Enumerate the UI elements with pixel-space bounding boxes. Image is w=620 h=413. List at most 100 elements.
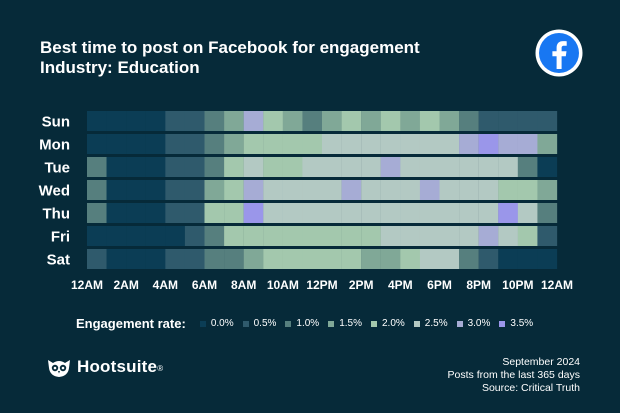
heatmap-cell: [145, 203, 166, 223]
heatmap-cell: [341, 157, 362, 177]
heatmap-cell: [302, 157, 323, 177]
hootsuite-brand: Hootsuite ®: [46, 356, 163, 378]
legend-label: 2.0%: [382, 318, 405, 329]
heatmap-cell: [126, 180, 146, 200]
heatmap-cell: [184, 203, 205, 223]
heatmap-cell: [400, 249, 421, 269]
heatmap-cell: [145, 134, 166, 154]
heatmap-cell: [380, 157, 401, 177]
heatmap-cell: [419, 249, 440, 269]
heatmap-cell: [517, 226, 538, 246]
legend-swatch: [199, 320, 206, 327]
heatmap-cell: [341, 180, 362, 200]
heatmap-cell: [459, 226, 479, 246]
heatmap-cell: [263, 203, 283, 223]
heatmap-cell: [224, 226, 244, 246]
heatmap-cell: [87, 226, 107, 246]
y-tick-label: Thu: [43, 206, 71, 223]
heatmap-cell: [517, 203, 538, 223]
legend-item: 3.0%: [456, 318, 491, 329]
heatmap-cell: [459, 111, 479, 131]
heatmap-cell: [361, 180, 381, 200]
heatmap-cell: [243, 249, 264, 269]
heatmap-cell: [322, 111, 342, 131]
heatmap-cell: [341, 203, 362, 223]
heatmap-cell: [439, 180, 460, 200]
heatmap-cell: [478, 157, 499, 177]
heatmap-cell: [361, 226, 381, 246]
legend-label: 3.0%: [467, 318, 491, 329]
heatmap-cell: [302, 226, 323, 246]
heatmap-cell: [537, 249, 558, 269]
heatmap-cell: [302, 134, 323, 154]
legend-swatch: [499, 320, 506, 327]
heatmap-cell: [87, 180, 107, 200]
legend-swatch: [413, 320, 420, 327]
heatmap-cell: [106, 226, 127, 246]
heatmap-cell: [341, 249, 362, 269]
heatmap-cell: [419, 203, 440, 223]
legend-item: 2.0%: [371, 318, 405, 329]
heatmap-cell: [145, 157, 166, 177]
heatmap-cell: [282, 203, 303, 223]
heatmap-cell: [517, 157, 538, 177]
heatmap-cell: [263, 226, 283, 246]
heatmap-cell: [498, 111, 518, 131]
heatmap-cell: [204, 111, 225, 131]
heatmap-cell: [459, 157, 479, 177]
legend-item: 0.0%: [199, 318, 234, 329]
legend-swatch: [242, 320, 249, 327]
x-tick-label: 6PM: [427, 278, 452, 292]
x-tick-label: 10PM: [502, 278, 533, 292]
heatmap-cell: [478, 203, 499, 223]
heatmap-cell: [87, 134, 107, 154]
heatmap-cell: [322, 226, 342, 246]
heatmap-cell: [380, 180, 401, 200]
heatmap-cell: [498, 203, 518, 223]
chart-subtitle: Industry: Education: [40, 58, 200, 77]
heatmap-cell: [478, 111, 499, 131]
x-axis-labels: 12AM 2AM 4AM 6AM 8AM 10AM 12PM 2PM 4PM 6PM 8PM 10PM…: [71, 278, 573, 292]
x-tick-label: 6AM: [192, 278, 217, 292]
source-credit: Source: Critical Truth: [481, 382, 580, 394]
legend-item: 2.5%: [413, 318, 448, 329]
chart-title: Best time to post on Facebook for engage…: [40, 38, 420, 57]
heatmap-cell: [184, 180, 205, 200]
heatmap-cell: [419, 134, 440, 154]
legend-swatch: [456, 320, 463, 327]
y-tick-label: Mon: [39, 137, 70, 154]
x-tick-label: 10AM: [267, 278, 299, 292]
y-tick-label: Fri: [51, 229, 70, 246]
legend-label: 0.0%: [210, 318, 234, 329]
heatmap-cell: [517, 180, 538, 200]
heatmap-cell: [184, 226, 205, 246]
heatmap-cell: [380, 249, 401, 269]
heatmap-cell: [243, 203, 264, 223]
heatmap-cell: [361, 203, 381, 223]
source-note: September 2024 Posts from the last 365 d…: [448, 356, 580, 395]
heatmap-cell: [145, 226, 166, 246]
heatmap-cell: [106, 203, 127, 223]
heatmap-cell: [165, 134, 186, 154]
heatmap-cell: [243, 226, 264, 246]
heatmap-cell: [126, 111, 146, 131]
heatmap-cell: [302, 111, 323, 131]
heatmap-cell: [419, 111, 440, 131]
legend-item: 1.5%: [328, 318, 362, 329]
heatmap-cell: [537, 226, 558, 246]
y-tick-label: Wed: [39, 183, 70, 200]
heatmap-cell: [341, 226, 362, 246]
heatmap-cell: [439, 111, 460, 131]
x-tick-label: 12PM: [306, 278, 337, 292]
heatmap-cell: [243, 157, 264, 177]
heatmap-cell: [419, 180, 440, 200]
heatmap-cell: [224, 249, 244, 269]
heatmap-cell: [322, 203, 342, 223]
heatmap-cell: [459, 180, 479, 200]
heatmap-cell: [380, 203, 401, 223]
heatmap-cell: [263, 180, 283, 200]
heatmap-cell: [380, 111, 401, 131]
x-tick-label: 4AM: [153, 278, 178, 292]
heatmap-cell: [322, 249, 342, 269]
